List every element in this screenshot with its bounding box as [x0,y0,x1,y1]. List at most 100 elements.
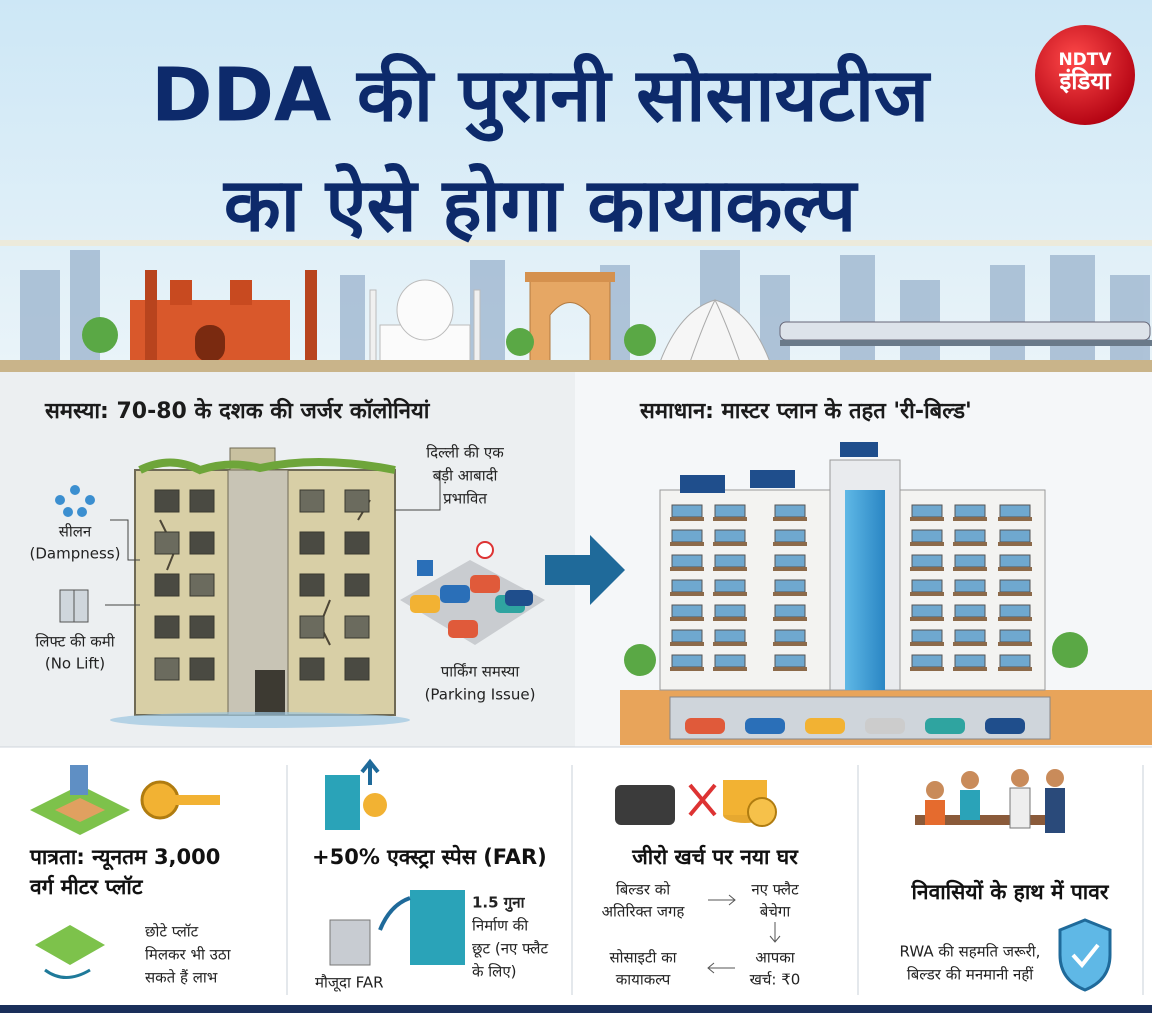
feature-title: वर्ग मीटर प्लॉट [29,874,144,899]
balcony [910,642,944,646]
feature-note: मिलकर भी उठा [145,946,232,964]
new-building [620,442,1152,745]
window [299,489,325,513]
label: (No Lift) [45,655,105,673]
logo-bottom: इंडिया [1059,67,1112,95]
label: पार्किंग समस्या [441,663,521,681]
window [299,615,325,639]
label: (Dampness) [30,545,121,563]
label: सीलन [59,523,92,541]
flow-step: नए फ्लैट [751,881,799,899]
flow-step: कायाकल्प [616,971,671,989]
window [774,554,806,568]
title-line: DDA की पुरानी सोसायटीज [151,53,932,142]
window [299,531,325,555]
window [911,579,943,593]
window [911,604,943,618]
leader-line [395,470,441,511]
label: प्रभावित [443,490,487,508]
window [671,554,703,568]
balcony [998,567,1032,571]
balcony [998,542,1032,546]
label: (Parking Issue) [425,686,536,704]
balcony [670,642,704,646]
window [954,554,986,568]
window [954,654,986,668]
label: बड़ी आबादी [433,467,499,485]
feature-note: के लिए) [472,963,517,981]
feature-label: मौजूदा FAR [315,974,384,993]
window [344,531,370,555]
window [671,579,703,593]
flow-arrows [707,894,781,974]
balcony [773,567,807,571]
balcony [998,667,1032,671]
window [774,579,806,593]
window [154,615,180,639]
window [774,504,806,518]
skyline [0,240,1152,372]
balcony [713,617,747,621]
balcony [910,667,944,671]
window [299,657,325,681]
window [154,489,180,513]
window [999,579,1031,593]
residents-icon [915,769,1065,833]
window [954,629,986,643]
window [299,573,325,597]
feature-note: बिल्डर की मनमानी नहीं [907,966,1034,984]
window [911,629,943,643]
footer-bar [0,1005,1152,1013]
plot-icon [30,765,220,979]
window [714,579,746,593]
feature-title: पात्रता: न्यूनतम 3,000 [29,845,220,871]
logo: NDTV इंडिया [1035,25,1135,125]
window [671,504,703,518]
window [999,504,1031,518]
balcony [910,592,944,596]
window [954,504,986,518]
damp-icon [55,485,95,517]
zero-cost-icon [615,780,777,827]
feature-title: जीरो खर्च पर नया घर [631,844,799,869]
flow-step: अतिरिक्त जगह [602,903,686,921]
flow-step: सोसाइटी का [609,949,677,967]
car [805,718,845,734]
balcony [670,617,704,621]
balcony [670,542,704,546]
window [774,654,806,668]
window [671,629,703,643]
window [154,531,180,555]
balcony [953,617,987,621]
old-building [110,447,410,728]
window [714,554,746,568]
balcony [713,517,747,521]
balcony [713,667,747,671]
problem-heading: समस्या: 70-80 के दशक की जर्जर कॉलोनियां [44,397,431,424]
window [189,573,215,597]
window [774,629,806,643]
window [911,554,943,568]
leader-line [105,519,140,606]
window [671,654,703,668]
feature-note: 1.5 गुना [472,894,526,913]
window [714,604,746,618]
window [999,604,1031,618]
window [954,529,986,543]
car [985,718,1025,734]
balcony [953,542,987,546]
title-line: का ऐसे होगा कायाकल्प [222,163,859,249]
window [344,489,370,513]
window [154,657,180,681]
balcony [910,567,944,571]
balcony [953,642,987,646]
window [774,529,806,543]
feature-title: निवासियों के हाथ में पावर [910,879,1109,904]
solution-heading: समाधान: मास्टर प्लान के तहत 'री-बिल्ड' [639,397,972,424]
window [189,615,215,639]
balcony [670,667,704,671]
feature-note: छोटे प्लॉट [145,923,199,941]
window [154,573,180,597]
balcony [670,592,704,596]
